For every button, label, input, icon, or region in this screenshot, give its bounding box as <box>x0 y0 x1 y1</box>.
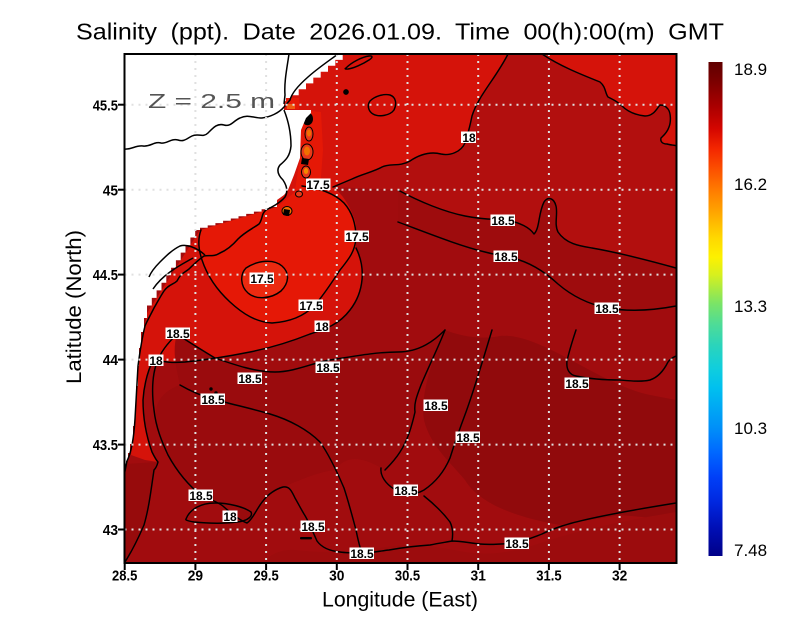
svg-text:18.5: 18.5 <box>565 377 589 391</box>
svg-text:45: 45 <box>103 182 118 199</box>
svg-text:17.5: 17.5 <box>306 178 330 192</box>
svg-text:30.5: 30.5 <box>395 568 420 585</box>
svg-text:18.5: 18.5 <box>491 214 515 228</box>
svg-text:18: 18 <box>223 510 237 524</box>
svg-text:31: 31 <box>471 568 486 585</box>
svg-text:Salinity (ppt). Date 2026.01.0: Salinity (ppt). Date 2026.01.09. Time 00… <box>76 19 724 45</box>
svg-text:29: 29 <box>188 568 203 585</box>
svg-text:18: 18 <box>149 354 163 368</box>
svg-text:10.3: 10.3 <box>734 419 767 438</box>
svg-text:32: 32 <box>612 568 627 585</box>
svg-text:18.5: 18.5 <box>316 361 340 375</box>
svg-text:18.5: 18.5 <box>456 431 480 445</box>
svg-text:18.5: 18.5 <box>595 302 619 316</box>
svg-text:17.5: 17.5 <box>299 299 323 313</box>
svg-text:16.2: 16.2 <box>734 175 767 194</box>
svg-text:18.5: 18.5 <box>201 393 225 407</box>
svg-text:18.5: 18.5 <box>350 547 374 561</box>
svg-text:13.3: 13.3 <box>734 297 767 316</box>
svg-text:18.5: 18.5 <box>494 250 518 264</box>
svg-text:Latitude (North): Latitude (North) <box>63 230 86 384</box>
svg-text:18.9: 18.9 <box>734 60 767 79</box>
svg-text:18: 18 <box>315 320 329 334</box>
svg-text:7.48: 7.48 <box>734 541 767 560</box>
svg-text:Longitude (East): Longitude (East) <box>322 589 478 612</box>
svg-text:43: 43 <box>103 522 118 539</box>
svg-text:18: 18 <box>462 131 476 145</box>
svg-text:Z = 2.5 m: Z = 2.5 m <box>148 91 275 113</box>
svg-text:18.5: 18.5 <box>394 484 418 498</box>
svg-text:28.5: 28.5 <box>112 568 137 585</box>
svg-text:44: 44 <box>103 352 119 369</box>
svg-text:30: 30 <box>329 568 344 585</box>
svg-text:31.5: 31.5 <box>536 568 561 585</box>
svg-text:17.5: 17.5 <box>250 272 274 286</box>
svg-text:44.5: 44.5 <box>93 267 118 284</box>
svg-text:18.5: 18.5 <box>238 372 262 386</box>
svg-text:18.5: 18.5 <box>505 537 529 551</box>
svg-text:43.5: 43.5 <box>93 437 118 454</box>
svg-text:29.5: 29.5 <box>253 568 278 585</box>
svg-text:18.5: 18.5 <box>301 520 325 534</box>
svg-text:18.5: 18.5 <box>424 399 448 413</box>
svg-text:45.5: 45.5 <box>93 97 118 114</box>
svg-text:18.5: 18.5 <box>189 489 213 503</box>
svg-text:17.5: 17.5 <box>345 230 369 244</box>
svg-text:18.5: 18.5 <box>166 327 190 341</box>
